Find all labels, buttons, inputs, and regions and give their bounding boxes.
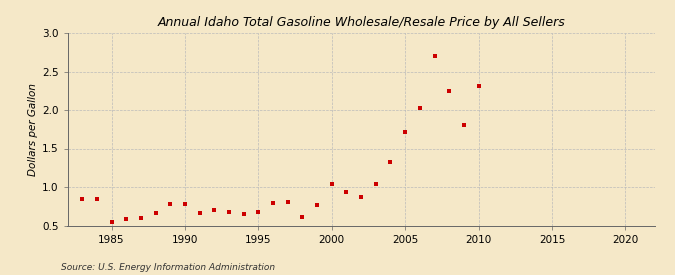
Point xyxy=(326,182,337,186)
Text: Source: U.S. Energy Information Administration: Source: U.S. Energy Information Administ… xyxy=(61,263,275,271)
Point xyxy=(150,211,161,215)
Point xyxy=(473,84,484,88)
Point xyxy=(165,202,176,206)
Point xyxy=(385,160,396,164)
Point xyxy=(414,106,425,111)
Point xyxy=(223,210,234,214)
Point xyxy=(253,210,264,214)
Point xyxy=(209,208,219,212)
Point xyxy=(121,216,132,221)
Point xyxy=(429,54,440,58)
Point xyxy=(356,195,367,199)
Title: Annual Idaho Total Gasoline Wholesale/Resale Price by All Sellers: Annual Idaho Total Gasoline Wholesale/Re… xyxy=(157,16,565,29)
Point xyxy=(400,130,410,134)
Point xyxy=(458,123,469,128)
Point xyxy=(238,212,249,216)
Point xyxy=(91,197,102,202)
Point xyxy=(297,215,308,219)
Point xyxy=(267,201,278,205)
Point xyxy=(180,202,190,206)
Y-axis label: Dollars per Gallon: Dollars per Gallon xyxy=(28,83,38,176)
Point xyxy=(106,220,117,225)
Point xyxy=(312,202,323,207)
Point xyxy=(371,182,381,186)
Point xyxy=(341,189,352,194)
Point xyxy=(136,216,146,220)
Point xyxy=(282,200,293,205)
Point xyxy=(77,196,88,201)
Point xyxy=(194,211,205,215)
Point xyxy=(443,89,454,93)
